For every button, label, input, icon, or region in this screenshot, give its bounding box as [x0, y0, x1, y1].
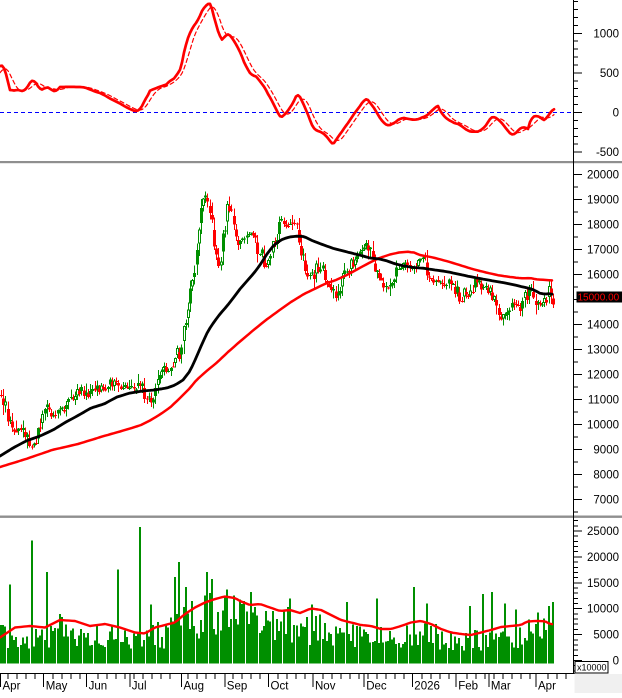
- svg-text:13000: 13000: [587, 344, 619, 356]
- svg-text:Apr: Apr: [3, 681, 21, 693]
- svg-text:8000: 8000: [593, 470, 619, 482]
- svg-text:Aug: Aug: [184, 681, 204, 693]
- svg-text:1000: 1000: [593, 28, 619, 40]
- svg-text:Mar: Mar: [491, 681, 511, 693]
- svg-text:0: 0: [613, 108, 619, 120]
- svg-text:12000: 12000: [587, 369, 619, 381]
- svg-text:19000: 19000: [587, 194, 619, 206]
- svg-text:11000: 11000: [588, 394, 619, 406]
- svg-text:25000: 25000: [587, 526, 619, 538]
- svg-text:-500: -500: [596, 147, 619, 159]
- svg-text:Oct: Oct: [271, 681, 290, 693]
- svg-text:Jun: Jun: [89, 681, 108, 693]
- svg-text:15000: 15000: [587, 578, 619, 590]
- svg-text:9000: 9000: [593, 445, 619, 457]
- svg-text:10000: 10000: [587, 419, 619, 431]
- svg-text:14000: 14000: [587, 319, 619, 331]
- svg-text:Dec: Dec: [366, 681, 387, 693]
- svg-text:7000: 7000: [593, 495, 619, 507]
- svg-text:10000: 10000: [587, 604, 619, 616]
- svg-text:18000: 18000: [587, 219, 619, 231]
- svg-text:May: May: [46, 681, 68, 693]
- svg-text:Feb: Feb: [458, 681, 478, 693]
- svg-text:Jul: Jul: [132, 681, 147, 693]
- svg-text:Apr: Apr: [538, 681, 556, 693]
- svg-text:x10000: x10000: [577, 663, 607, 673]
- svg-text:15000.00: 15000.00: [578, 293, 620, 304]
- svg-text:20000: 20000: [587, 552, 619, 564]
- svg-text:17000: 17000: [587, 244, 619, 256]
- svg-text:5000: 5000: [593, 630, 619, 642]
- svg-text:20000: 20000: [587, 169, 619, 181]
- svg-text:500: 500: [600, 68, 619, 80]
- svg-text:Sep: Sep: [227, 681, 247, 693]
- svg-text:16000: 16000: [587, 269, 619, 281]
- svg-text:Nov: Nov: [315, 681, 336, 693]
- svg-text:0: 0: [613, 656, 619, 668]
- svg-text:2026: 2026: [414, 681, 440, 693]
